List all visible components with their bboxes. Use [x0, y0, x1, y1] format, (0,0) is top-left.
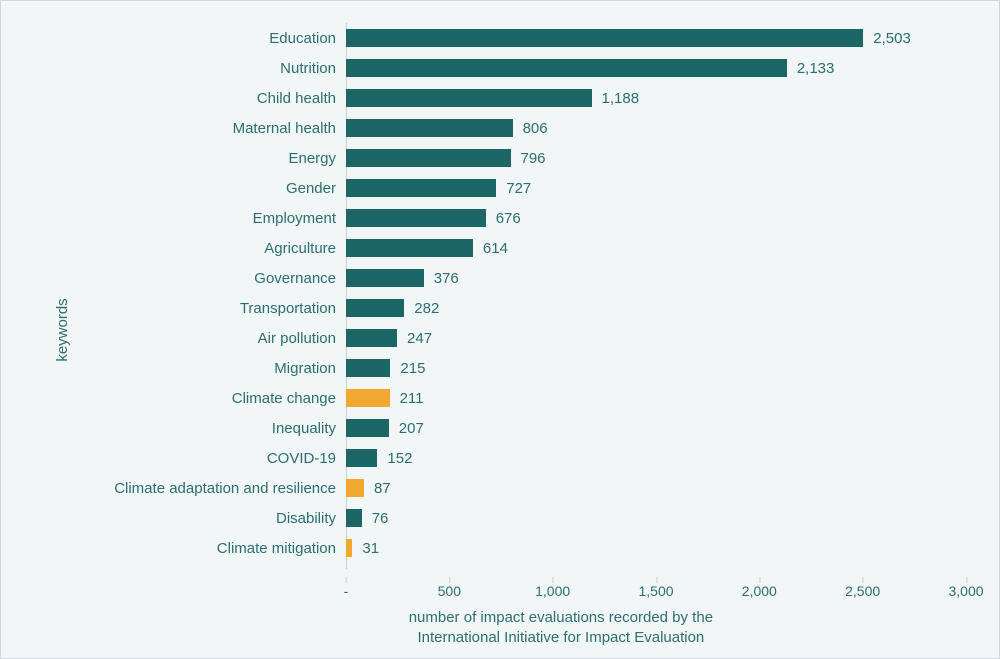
bar-value-label: 2,503 — [873, 30, 911, 47]
bar-value-label: 215 — [400, 360, 425, 377]
bar-value-label: 152 — [387, 450, 412, 467]
bar — [346, 359, 390, 377]
bar — [346, 449, 377, 467]
bar-category-label: Energy — [288, 150, 346, 167]
bar-row: Inequality207 — [346, 413, 966, 443]
bar — [346, 269, 424, 287]
bar — [346, 149, 511, 167]
bar-value-label: 376 — [434, 270, 459, 287]
x-tick-label: 2,500 — [845, 583, 880, 599]
bar — [346, 29, 863, 47]
bar-row: Education2,503 — [346, 23, 966, 53]
x-tick: - — [344, 583, 349, 599]
bar — [346, 59, 787, 77]
bar-row: Migration215 — [346, 353, 966, 383]
bar-row: Gender727 — [346, 173, 966, 203]
bar — [346, 179, 496, 197]
x-tick-mark — [656, 577, 657, 583]
x-tick-mark — [863, 577, 864, 583]
x-tick: 1,500 — [638, 583, 673, 599]
bar — [346, 389, 390, 407]
bar-value-label: 2,133 — [797, 60, 835, 77]
bar-row: Governance376 — [346, 263, 966, 293]
y-axis-label: keywords — [54, 298, 71, 361]
bar — [346, 509, 362, 527]
bar-category-label: Migration — [274, 360, 346, 377]
bar-row: Employment676 — [346, 203, 966, 233]
x-tick-mark — [553, 577, 554, 583]
bar — [346, 209, 486, 227]
chart-container: keywords Education2,503Nutrition2,133Chi… — [0, 0, 1000, 659]
bar-value-label: 76 — [372, 510, 389, 527]
x-tick-label: 3,000 — [948, 583, 983, 599]
bar-value-label: 614 — [483, 240, 508, 257]
bar-value-label: 211 — [400, 390, 424, 407]
x-tick: 500 — [438, 583, 461, 599]
bar-value-label: 31 — [362, 540, 379, 557]
x-tick-label: - — [344, 583, 349, 599]
bar-category-label: Child health — [257, 90, 346, 107]
bar-value-label: 247 — [407, 330, 432, 347]
bar-category-label: Climate adaptation and resilience — [114, 480, 346, 497]
bar-category-label: Inequality — [272, 420, 346, 437]
x-tick-label: 1,000 — [535, 583, 570, 599]
bar-category-label: Nutrition — [280, 60, 346, 77]
x-tick-mark — [759, 577, 760, 583]
bar-row: Maternal health806 — [346, 113, 966, 143]
bar — [346, 119, 513, 137]
bar-category-label: Air pollution — [258, 330, 346, 347]
bar-category-label: Transportation — [240, 300, 346, 317]
bar-category-label: Disability — [276, 510, 346, 527]
x-tick-label: 500 — [438, 583, 461, 599]
bar-row: Energy796 — [346, 143, 966, 173]
bar-value-label: 282 — [414, 300, 439, 317]
x-tick: 1,000 — [535, 583, 570, 599]
x-axis-label: number of impact evaluations recorded by… — [409, 608, 713, 649]
bar-category-label: Agriculture — [264, 240, 346, 257]
bar — [346, 329, 397, 347]
bar-category-label: COVID-19 — [267, 450, 346, 467]
bar-category-label: Employment — [253, 210, 346, 227]
bar — [346, 299, 404, 317]
x-tick-label: 1,500 — [638, 583, 673, 599]
bars-region: Education2,503Nutrition2,133Child health… — [346, 23, 966, 583]
bar-row: Agriculture614 — [346, 233, 966, 263]
bar — [346, 419, 389, 437]
x-tick: 3,000 — [948, 583, 983, 599]
bar-value-label: 727 — [506, 180, 531, 197]
x-tick: 2,500 — [845, 583, 880, 599]
bar-value-label: 796 — [521, 150, 546, 167]
bar-value-label: 676 — [496, 210, 521, 227]
bar-value-label: 207 — [399, 420, 424, 437]
bar-value-label: 1,188 — [602, 90, 640, 107]
x-tick-label: 2,000 — [742, 583, 777, 599]
bar-category-label: Education — [269, 30, 346, 47]
x-tick: 2,000 — [742, 583, 777, 599]
bar — [346, 539, 352, 557]
x-axis-ticks: -5001,0001,5002,0002,5003,000 — [346, 583, 966, 603]
bar-row: Disability76 — [346, 503, 966, 533]
bar-row: Nutrition2,133 — [346, 53, 966, 83]
bar — [346, 89, 592, 107]
bar-row: Air pollution247 — [346, 323, 966, 353]
x-tick-mark — [449, 577, 450, 583]
plot-area: keywords Education2,503Nutrition2,133Chi… — [1, 1, 999, 658]
bar — [346, 479, 364, 497]
bar-category-label: Gender — [286, 180, 346, 197]
bar-category-label: Maternal health — [233, 120, 346, 137]
bar-value-label: 806 — [523, 120, 548, 137]
x-tick-mark — [966, 577, 967, 583]
bar-row: COVID-19152 — [346, 443, 966, 473]
x-tick-mark — [346, 577, 347, 583]
bar-row: Climate adaptation and resilience87 — [346, 473, 966, 503]
bar — [346, 239, 473, 257]
bar-row: Child health1,188 — [346, 83, 966, 113]
bar-row: Climate change211 — [346, 383, 966, 413]
bar-category-label: Climate change — [232, 390, 346, 407]
bar-category-label: Climate mitigation — [217, 540, 346, 557]
bar-category-label: Governance — [254, 270, 346, 287]
bar-row: Transportation282 — [346, 293, 966, 323]
bar-row: Climate mitigation31 — [346, 533, 966, 563]
bar-value-label: 87 — [374, 480, 391, 497]
